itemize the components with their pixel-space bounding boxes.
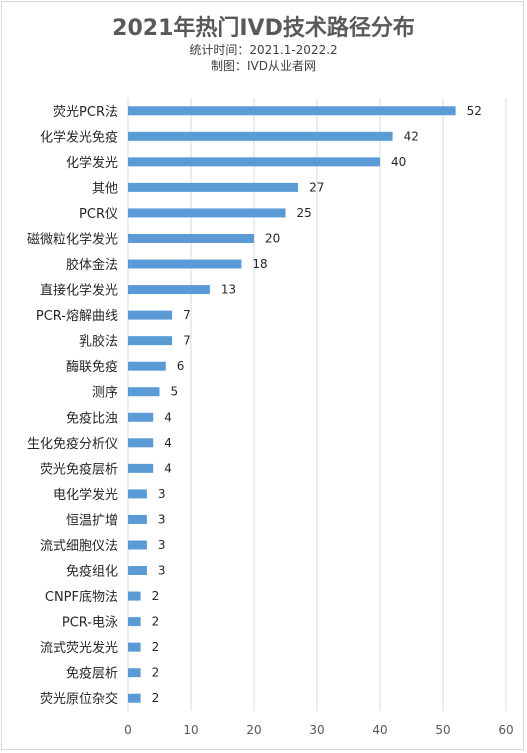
- bar: [128, 514, 147, 524]
- category-label: PCR仪: [79, 207, 118, 222]
- category-label: 荧光免疫层析: [40, 461, 118, 477]
- chart-subtitle-time: 统计时间：2021.1-2022.2: [189, 43, 338, 57]
- value-label: 2: [152, 691, 160, 705]
- bar: [128, 668, 141, 678]
- value-label: 2: [152, 666, 160, 680]
- value-label: 42: [404, 129, 419, 143]
- category-label: 酶联免疫: [66, 359, 118, 375]
- category-label: 胶体金法: [66, 257, 118, 273]
- value-label: 3: [158, 487, 166, 501]
- value-label: 27: [309, 180, 324, 194]
- x-tick-label: 10: [183, 723, 198, 737]
- x-tick-label: 50: [435, 723, 450, 737]
- value-label: 3: [158, 512, 166, 526]
- value-label: 5: [171, 385, 179, 399]
- bar: [128, 591, 141, 601]
- value-label: 40: [391, 155, 406, 169]
- x-tick-label: 20: [246, 723, 261, 737]
- bar: [128, 310, 173, 320]
- value-label: 4: [164, 461, 172, 475]
- category-label: 免疫层析: [66, 666, 118, 682]
- category-label: 磁微粒化学发光: [27, 231, 118, 247]
- value-label: 52: [467, 104, 482, 118]
- category-label: 化学发光: [66, 155, 118, 171]
- category-label: 电化学发光: [53, 487, 118, 503]
- category-label: 化学发光免疫: [40, 129, 118, 145]
- bar: [128, 208, 286, 218]
- chart-title: 2021年热门IVD技术路径分布: [112, 16, 415, 41]
- bar: [128, 336, 173, 346]
- bar: [128, 106, 456, 116]
- value-label: 13: [221, 283, 236, 297]
- bar: [128, 182, 299, 192]
- bar: [128, 361, 166, 371]
- x-tick-label: 40: [372, 723, 387, 737]
- bar: [128, 387, 160, 397]
- category-label: 其他: [92, 181, 118, 196]
- bar: [128, 157, 380, 167]
- x-tick-label: 0: [124, 723, 132, 737]
- category-label: PCR-熔解曲线: [36, 309, 118, 324]
- x-tick-label: 60: [498, 723, 513, 737]
- category-label: 测序: [92, 386, 118, 401]
- bar: [128, 489, 147, 499]
- bar: [128, 693, 141, 703]
- value-label: 20: [265, 231, 280, 245]
- bar: [128, 259, 242, 269]
- value-label: 2: [152, 589, 160, 603]
- value-label: 3: [158, 538, 166, 552]
- chart-subtitle-credit: 制图：IVD从业者网: [211, 59, 316, 73]
- value-label: 18: [252, 257, 267, 271]
- value-label: 3: [158, 564, 166, 578]
- category-label: 乳胶法: [79, 334, 118, 350]
- bar: [128, 412, 154, 422]
- category-label: 免疫组化: [66, 564, 118, 580]
- value-label: 4: [164, 436, 172, 450]
- value-label: 2: [152, 640, 160, 654]
- value-label: 6: [177, 359, 185, 373]
- value-label: 2: [152, 615, 160, 629]
- category-label: 荧光PCR法: [53, 105, 118, 120]
- value-label: 25: [297, 206, 312, 220]
- value-label: 4: [164, 410, 172, 424]
- bar: [128, 540, 147, 550]
- bar: [128, 463, 154, 473]
- value-label: 7: [183, 334, 191, 348]
- category-label: 免疫比浊: [66, 410, 118, 426]
- category-label: 直接化学发光: [40, 283, 118, 299]
- bar: [128, 617, 141, 627]
- category-label: 流式细胞仪法: [40, 539, 118, 554]
- category-label: 流式荧光发光: [40, 640, 118, 656]
- category-label: PCR-电泳: [62, 616, 118, 631]
- value-label: 7: [183, 308, 191, 322]
- bar: [128, 566, 147, 576]
- bar: [128, 642, 141, 652]
- category-label: CNPF底物法: [45, 589, 118, 605]
- bar: [128, 131, 393, 141]
- bar: [128, 438, 154, 448]
- x-tick-label: 30: [309, 723, 324, 737]
- bar: [128, 285, 210, 295]
- category-label: 生化免疫分析仪: [27, 436, 118, 452]
- category-label: 荧光原位杂交: [40, 691, 118, 707]
- bar: [128, 233, 254, 243]
- category-label: 恒温扩增: [66, 513, 118, 528]
